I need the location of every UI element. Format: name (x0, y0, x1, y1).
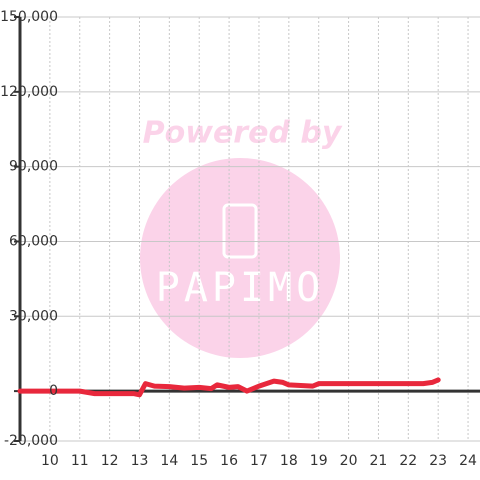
x-tick-label: 24 (459, 453, 477, 469)
x-tick-label: 10 (41, 453, 59, 469)
x-tick-label: 16 (220, 453, 238, 469)
x-tick-label: 21 (370, 453, 388, 469)
y-tick-label: 60,000 (9, 233, 58, 249)
y-tick-label: -20,000 (4, 433, 58, 449)
watermark-logo: PAPIMO (156, 265, 325, 311)
y-tick-label: 150,000 (0, 9, 58, 25)
x-tick-label: 19 (310, 453, 328, 469)
x-tick-label: 15 (190, 453, 208, 469)
y-tick-label: 120,000 (0, 84, 58, 100)
x-tick-label: 20 (340, 453, 358, 469)
x-tick-label: 17 (250, 453, 268, 469)
watermark-phone (222, 203, 258, 259)
watermark-text: Powered by (143, 116, 343, 151)
x-tick-label: 22 (399, 453, 417, 469)
x-tick-label: 18 (280, 453, 298, 469)
watermark: Powered by PAPIMO (140, 116, 343, 358)
y-tick-label: 90,000 (9, 159, 58, 175)
data-line (17, 377, 441, 398)
y-tick-label: 30,000 (9, 308, 58, 324)
x-tick-label: 12 (101, 453, 119, 469)
x-tick-label: 11 (71, 453, 89, 469)
x-tick-label: 23 (429, 453, 447, 469)
y-tick-label: 0 (49, 383, 58, 399)
x-tick-label: 14 (160, 453, 178, 469)
x-tick-label: 13 (131, 453, 149, 469)
